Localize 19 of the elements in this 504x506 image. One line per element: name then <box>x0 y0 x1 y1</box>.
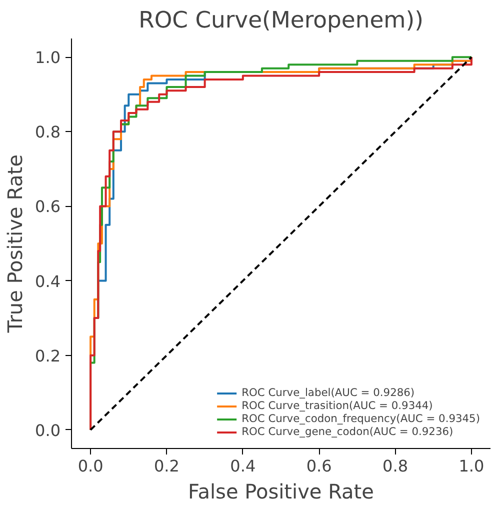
y-tick-label: 0.4 <box>35 272 61 291</box>
y-tick-label: 0.2 <box>35 346 61 366</box>
chart-title: ROC Curve(Meropenem)) <box>138 8 424 34</box>
x-tick-label: 1.0 <box>458 456 484 476</box>
x-tick-label: 0.8 <box>382 456 408 476</box>
legend-label: ROC Curve_label(AUC = 0.9286) <box>242 386 415 399</box>
x-tick-label: 0.0 <box>78 456 104 476</box>
x-tick-label: 0.4 <box>230 456 256 476</box>
legend-label: ROC Curve_codon_frequency(AUC = 0.9345) <box>242 412 480 425</box>
x-tick-label: 0.6 <box>306 456 332 476</box>
y-tick-label: 0.0 <box>35 420 61 440</box>
y-tick-label: 1.0 <box>35 48 61 68</box>
y-tick-label: 0.6 <box>35 197 61 216</box>
y-axis-title: True Positive Rate <box>3 154 28 334</box>
x-tick-label: 0.2 <box>154 456 180 476</box>
x-axis-title: False Positive Rate <box>188 480 374 504</box>
legend-label: ROC Curve_gene_codon(AUC = 0.9236) <box>242 425 454 438</box>
y-tick-label: 0.8 <box>35 122 61 142</box>
legend-label: ROC Curve_trasition(AUC = 0.9344) <box>242 399 433 412</box>
